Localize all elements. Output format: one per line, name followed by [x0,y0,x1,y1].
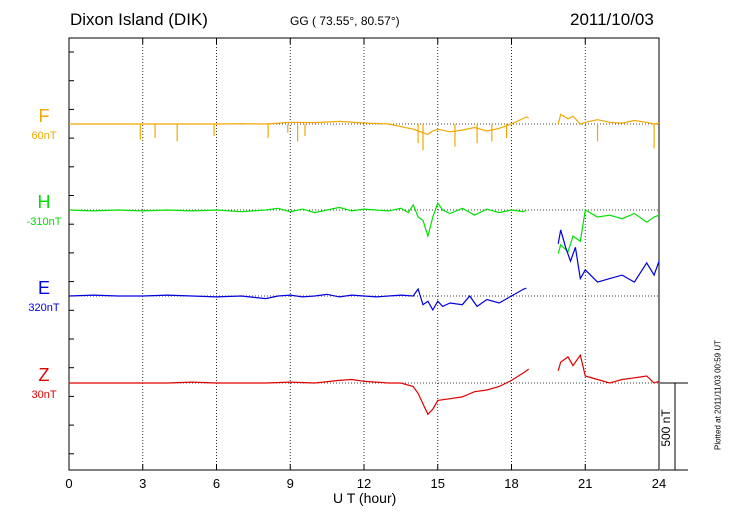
series-line-e [68,287,527,312]
ticks [68,38,660,470]
scale-bar-label: 500 nT [659,409,673,447]
series-line-f [557,113,660,125]
series-line-f [69,116,529,136]
series-line-z [69,368,530,416]
series-line-e [557,229,660,283]
series-baseline-h: -310nT [26,216,62,228]
scale-bar [660,382,688,471]
x-tick-label: 21 [578,476,593,491]
series-name-z: Z [38,365,50,385]
date-title: 2011/10/03 [570,10,654,29]
series-line-z [557,353,660,384]
x-tick-label: 0 [65,476,73,491]
x-tick-label: 12 [356,476,372,491]
x-tick-label: 15 [430,476,445,491]
grid [142,38,586,470]
series-baseline-f: 60nT [31,130,57,142]
series-baseline-z: 30nT [31,389,57,401]
station-title: Dixon Island (DIK) [70,10,208,29]
series-line-h [557,209,660,254]
series-baseline-e: 320nT [28,302,60,314]
x-axis-label: U T (hour) [333,490,397,506]
series-name-e: E [37,278,51,298]
series-name-h: H [37,192,51,212]
series-name-f: F [38,106,50,126]
x-tick-label: 24 [651,476,667,491]
station-coords: GG ( 73.55°, 80.57°) [290,14,400,28]
traces [68,113,660,416]
x-tick-label: 18 [504,476,519,491]
plotted-timestamp: Plotted at 2011/11/03 00:59 UT [713,339,723,451]
x-tick-label: 6 [212,476,221,491]
x-tick-label: 3 [139,476,147,491]
series-line-h [68,201,527,239]
x-tick-label: 9 [286,476,294,491]
